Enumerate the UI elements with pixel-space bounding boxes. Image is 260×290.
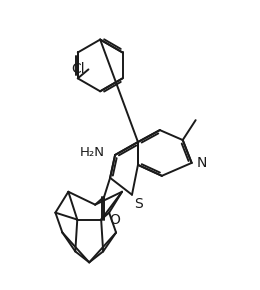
Text: O: O [109, 213, 120, 226]
Text: N: N [197, 156, 207, 170]
Text: H₂N: H₂N [80, 146, 105, 160]
Text: S: S [134, 197, 143, 211]
Text: Cl: Cl [71, 62, 84, 76]
